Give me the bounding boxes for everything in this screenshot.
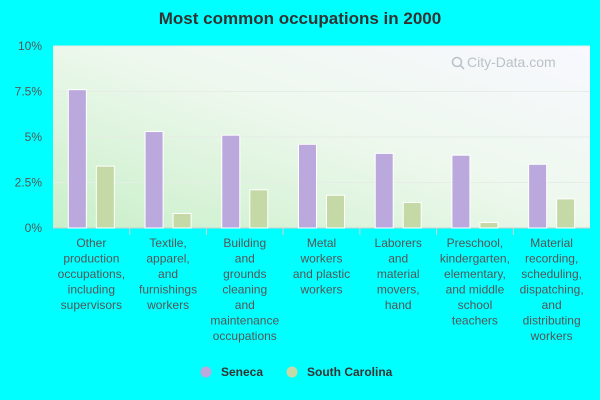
x-tick-label: Metal workers and plastic workers	[293, 236, 350, 297]
x-tick-label: Laborers and material movers, hand	[375, 236, 422, 312]
search-icon-handle	[459, 64, 465, 70]
bar-seneca	[221, 134, 241, 229]
x-tick-label: Textile, apparel, and furnishings workers	[139, 236, 197, 312]
bar-south-carolina	[479, 222, 499, 229]
bar-south-carolina	[326, 194, 345, 229]
legend-label: Seneca	[221, 365, 263, 379]
chart-title: Most common occupations in 2000	[159, 9, 441, 28]
x-tick-label: Preschool, kindergarten, elementary, and mi…	[440, 236, 510, 328]
y-tick-label: 2.5%	[15, 176, 43, 190]
search-icon	[451, 56, 463, 68]
bar-seneca	[374, 152, 394, 229]
legend-swatch	[200, 366, 212, 378]
watermark-text: City-Data.com	[467, 54, 556, 70]
bar-south-carolina	[402, 202, 422, 229]
x-tick-label: Other production occupations, including supe…	[58, 236, 125, 312]
y-tick-label: 0%	[25, 221, 43, 235]
y-tick-label: 7.5%	[15, 85, 43, 99]
bar-seneca	[528, 163, 548, 229]
bar-seneca	[451, 154, 471, 229]
x-tick-label: Material recording, scheduling, dispatching…	[520, 236, 584, 343]
bar-seneca	[298, 143, 317, 229]
y-axis-ticks: 0% 2.5% 5% 7.5% 10%	[15, 39, 43, 235]
y-tick-label: 10%	[18, 39, 42, 53]
bar-south-carolina	[172, 212, 192, 229]
bars	[67, 89, 576, 229]
bar-seneca	[67, 89, 87, 229]
legend: Seneca South Carolina	[200, 365, 393, 379]
bar-south-carolina	[249, 189, 269, 229]
watermark: City-Data.com	[451, 54, 556, 70]
bar-seneca	[144, 131, 164, 229]
bar-south-carolina	[95, 165, 115, 229]
x-tick-label: Building and grounds cleaning and maintenance…	[210, 236, 279, 343]
legend-swatch	[286, 366, 298, 378]
legend-label: South Carolina	[307, 365, 393, 379]
x-axis-ticks: Other production occupations, including supe…	[58, 228, 584, 343]
y-tick-label: 5%	[25, 130, 43, 144]
bar-south-carolina	[556, 198, 576, 229]
gridlines	[53, 45, 590, 229]
